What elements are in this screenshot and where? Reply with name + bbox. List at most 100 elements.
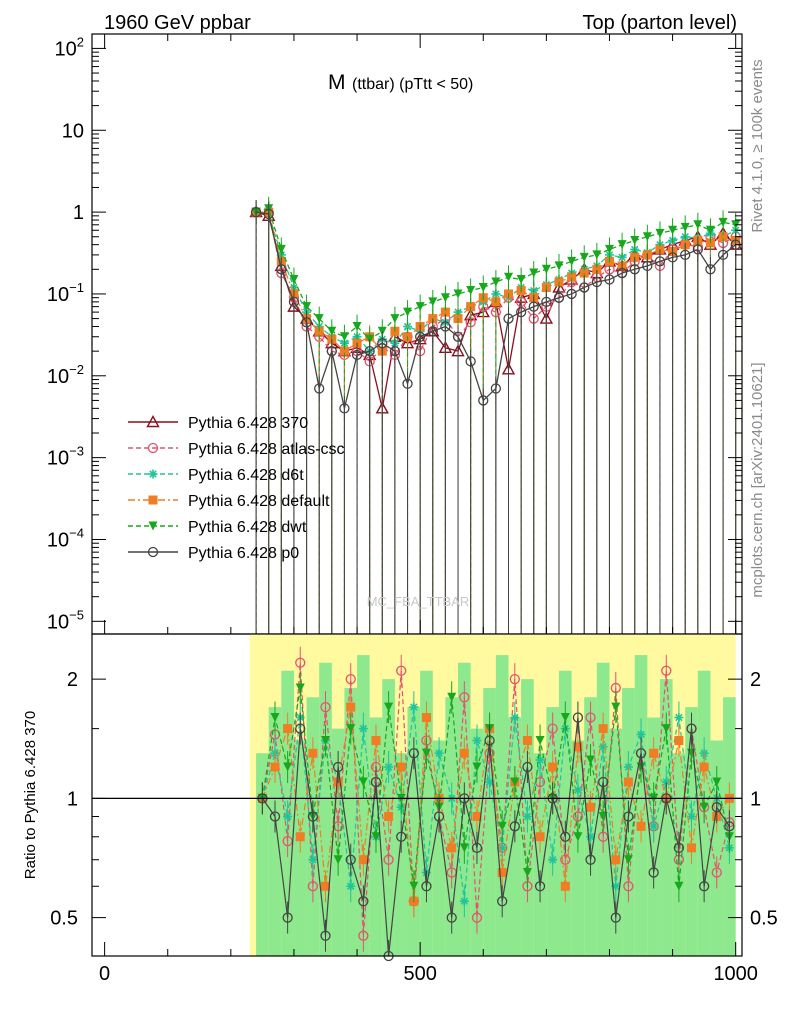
ratio-point-4-24	[560, 831, 571, 842]
y-tick-exponent: −1	[69, 280, 84, 295]
ratio-point-4-36	[711, 802, 722, 813]
ratio-point-0-11	[396, 665, 407, 676]
ratio-panel: 0.5 0.5 1 1 2 2 0 500 1000 Ratio to Pythia 6.42…	[22, 34, 778, 985]
data-point-5-12	[402, 378, 413, 389]
data-point-5-3	[288, 296, 300, 308]
ratio-point-2-35	[699, 762, 709, 772]
data-point-4-37	[718, 217, 728, 227]
ratio-point-1-30-stroke	[637, 730, 645, 739]
ratio-point-2-2	[283, 724, 293, 734]
legend-label-2: Pythia 6.428 d6t	[188, 467, 304, 484]
ratio-point-2-24	[560, 881, 570, 891]
data-point-4-5	[314, 314, 324, 324]
ratio-point-4-17	[471, 842, 483, 854]
ratio-series-3	[257, 671, 734, 903]
legend-label-3: Pythia 6.428 default	[188, 493, 330, 510]
ratio-point-4-12	[408, 748, 419, 759]
ratio-point-1-12-stroke	[410, 703, 418, 711]
ratio-point-0-32	[661, 665, 672, 676]
data-point-5-5	[314, 383, 325, 394]
ratio-point-2-33	[674, 735, 684, 745]
ratio-point-1-22-stroke	[536, 756, 544, 764]
ratio-point-1-27-stroke	[599, 743, 607, 751]
ratio-point-4-31	[648, 867, 659, 878]
ratio-point-0-17	[471, 912, 483, 923]
ratio-point-2-21	[522, 735, 532, 745]
ratio-point-1-25	[573, 785, 583, 795]
data-point-4-20	[504, 272, 514, 282]
y-tick-exponent: 2	[77, 34, 84, 49]
ratio-point-1-31	[649, 821, 659, 831]
ratio-point-0-16	[459, 692, 470, 703]
plot-title-sub: (ttbar) (pTtt < 50)	[352, 76, 473, 93]
y-tick-label-5: 10−3	[47, 444, 84, 470]
ratio-point-1-20-stroke	[511, 713, 519, 722]
data-point-5-34	[680, 249, 691, 261]
data-point-4-3	[289, 275, 299, 285]
ratio-green-band-13	[420, 670, 433, 956]
ratio-point-3-10	[384, 702, 394, 712]
ratio-point-2-11	[396, 762, 406, 772]
ratio-point-0-23	[547, 723, 558, 734]
data-point-5-1	[263, 208, 274, 220]
ratio-point-3-24	[560, 713, 570, 723]
legend: Pythia 6.428 370 Pythia 6.428 atlas-csc Py…	[128, 415, 345, 562]
ratio-point-2-19	[497, 867, 507, 877]
data-point-5-28	[604, 274, 615, 285]
data-point-4-27	[592, 250, 602, 260]
ratio-point-0-7	[345, 673, 356, 685]
ratio-y-tick-label-right-1: 1	[750, 788, 761, 810]
ratio-point-3-5	[320, 735, 330, 745]
ratio-point-2-34	[687, 843, 697, 853]
ratio-point-4-14	[433, 811, 445, 822]
data-point-5-7	[339, 403, 350, 414]
data-point-4-2	[276, 244, 286, 254]
ratio-point-1-2	[283, 811, 293, 821]
ratio-y-tick-label-right-0: 0.5	[750, 908, 778, 930]
legend-label-0: Pythia 6.428 370	[188, 415, 308, 432]
x-axis: 0 500 1000	[99, 34, 758, 985]
ratio-point-1-34	[687, 811, 697, 821]
y-tick-exponent: −2	[69, 362, 84, 377]
ratio-point-2-8	[358, 855, 368, 865]
ratio-point-2-16	[459, 748, 469, 758]
ratio-point-2-26	[586, 802, 596, 812]
ratio-line-4	[261, 717, 730, 957]
ratio-point-3-20	[510, 777, 520, 787]
ratio-point-1-17-stroke	[473, 736, 481, 745]
legend-label-5: Pythia 6.428 p0	[188, 545, 299, 562]
data-point-5-20	[503, 313, 514, 324]
data-point-4-30	[630, 235, 640, 245]
legend-marker-3	[148, 495, 158, 505]
header-left: 1960 GeV ppbar	[104, 12, 251, 34]
ratio-point-1-23-stroke	[548, 856, 557, 864]
data-point-5-13	[415, 331, 426, 342]
ratio-point-2-4	[308, 748, 318, 758]
data-point-5-36	[705, 264, 716, 275]
data-point-5-9	[364, 346, 375, 357]
data-point-4-22	[529, 268, 539, 278]
ratio-y-tick-label-right-2: 2	[750, 669, 761, 691]
data-point-5-19	[490, 383, 502, 394]
ratio-point-1-23	[548, 855, 558, 865]
data-point-4-16	[453, 289, 463, 299]
ratio-point-3-3	[295, 683, 305, 693]
data-point-4-12	[403, 307, 413, 317]
data-point-4-33	[668, 225, 678, 235]
ratio-point-4-26	[585, 854, 596, 865]
legend-label-1: Pythia 6.428 atlas-csc	[188, 441, 345, 458]
ratio-frame	[91, 633, 743, 957]
ratio-point-1-34-stroke	[687, 812, 696, 821]
ratio-point-3-12	[409, 881, 419, 891]
ratio-point-4-9	[370, 776, 382, 788]
data-point-4-36	[705, 225, 715, 235]
ratio-point-4-19	[497, 896, 508, 907]
ratio-point-1-17	[472, 735, 482, 745]
ratio-green-band-22	[533, 753, 547, 956]
data-point-5-25	[566, 288, 577, 300]
ratio-point-3-35	[699, 802, 709, 812]
ratio-point-4-18	[484, 735, 495, 746]
ratio-point-1-33-stroke	[675, 713, 683, 722]
ratio-point-3-21	[522, 867, 532, 877]
